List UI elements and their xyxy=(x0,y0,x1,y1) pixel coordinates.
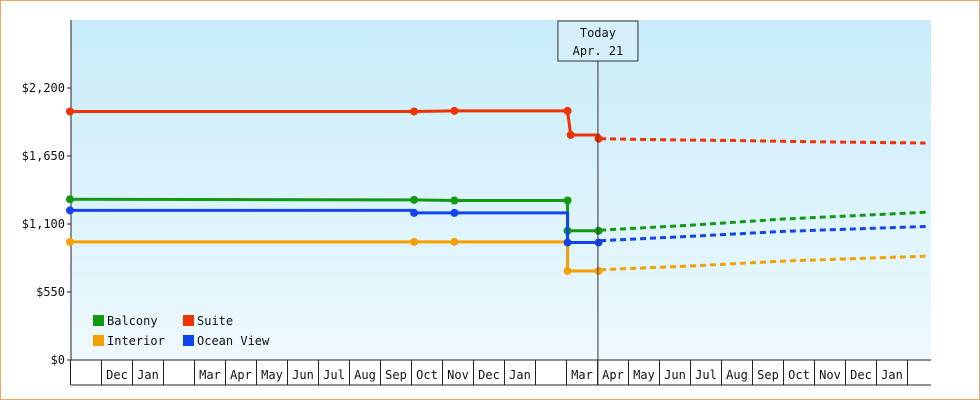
today-box xyxy=(557,20,639,62)
x-tick-label: Apr xyxy=(230,368,252,382)
y-tick-label: $1,650 xyxy=(22,149,65,163)
x-tick-label: Sep xyxy=(385,368,407,382)
x-tick-label: May xyxy=(261,368,283,382)
today-label: Today xyxy=(580,26,616,40)
data-point xyxy=(594,266,603,275)
series-ocean-view xyxy=(66,206,926,247)
x-tick-label: Jun xyxy=(292,368,314,382)
y-axis: $0 $550 $1,100 $1,650 $2,200 xyxy=(22,20,72,367)
data-point xyxy=(594,238,603,247)
x-tick-label: Jan xyxy=(509,368,531,382)
data-point xyxy=(66,195,74,204)
x-tick-label: Sep xyxy=(757,368,779,382)
x-tick-label: Oct xyxy=(788,368,810,382)
today-marker: Today Apr. 21 xyxy=(557,20,639,385)
y-tick-label: $1,100 xyxy=(22,217,65,231)
data-point xyxy=(66,107,74,116)
legend-swatch xyxy=(183,315,194,326)
legend-label: Suite xyxy=(197,314,233,328)
legend-label: Interior xyxy=(107,334,165,348)
legend: Balcony Suite Interior Ocean View xyxy=(93,314,270,348)
series-balcony xyxy=(66,195,926,235)
series-line xyxy=(69,197,599,233)
legend-swatch xyxy=(183,335,194,346)
forecast-line xyxy=(600,224,926,243)
data-point xyxy=(410,107,419,116)
data-point xyxy=(66,237,74,246)
data-point xyxy=(410,237,419,246)
legend-swatch xyxy=(93,335,104,346)
data-point xyxy=(563,238,572,247)
series-layer xyxy=(66,106,926,275)
x-tick-label: Jul xyxy=(323,368,345,382)
today-date: Apr. 21 xyxy=(573,44,624,58)
x-tick-label: Jun xyxy=(664,368,686,382)
data-point xyxy=(563,196,572,205)
data-point xyxy=(66,206,74,215)
data-point xyxy=(410,195,419,204)
x-tick-label: Dec xyxy=(850,368,872,382)
x-tick-label: Mar xyxy=(199,368,221,382)
x-tick-label: Mar xyxy=(571,368,593,382)
y-tick-label: $550 xyxy=(36,285,65,299)
y-tick-label: $0 xyxy=(51,353,65,367)
x-tick-label: Aug xyxy=(354,368,376,382)
x-tick-label: Jan xyxy=(137,368,159,382)
data-point xyxy=(594,226,603,235)
x-tick-label: Jan xyxy=(881,368,903,382)
legend-swatch xyxy=(93,315,104,326)
x-tick-label: Oct xyxy=(416,368,438,382)
legend-item: Ocean View xyxy=(183,334,270,348)
forecast-line xyxy=(600,254,926,272)
x-tick-label: Aug xyxy=(726,368,748,382)
x-axis: Dec Jan Mar Apr May Jun Jul Aug Sep Oct Nov Dec Jan M… xyxy=(70,359,931,386)
x-tick-label: Dec xyxy=(478,368,500,382)
series-interior xyxy=(66,237,926,275)
legend-label: Balcony xyxy=(107,314,158,328)
series-line xyxy=(70,240,599,273)
data-point xyxy=(450,106,459,115)
legend-label: Ocean View xyxy=(197,334,270,348)
x-tick-label: Nov xyxy=(819,368,841,382)
data-point xyxy=(410,208,419,217)
x-tick-label: Apr xyxy=(602,368,624,382)
legend-item: Suite xyxy=(183,314,233,328)
legend-item: Interior xyxy=(93,334,165,348)
legend-item: Balcony xyxy=(93,314,158,328)
x-tick-label: Jul xyxy=(695,368,717,382)
x-tick-label: Dec xyxy=(106,368,128,382)
forecast-line xyxy=(600,210,926,232)
x-tick-label: Nov xyxy=(447,368,469,382)
series-suite xyxy=(66,106,926,145)
data-point xyxy=(566,130,575,139)
x-tick-label: May xyxy=(633,368,655,382)
plot-background xyxy=(71,20,931,360)
data-point xyxy=(594,134,603,143)
data-point xyxy=(450,208,459,217)
data-point xyxy=(450,237,459,246)
y-tick-label: $2,200 xyxy=(22,81,65,95)
data-point xyxy=(450,196,459,205)
forecast-line xyxy=(600,137,926,145)
data-point xyxy=(563,106,572,115)
data-point xyxy=(563,266,572,275)
